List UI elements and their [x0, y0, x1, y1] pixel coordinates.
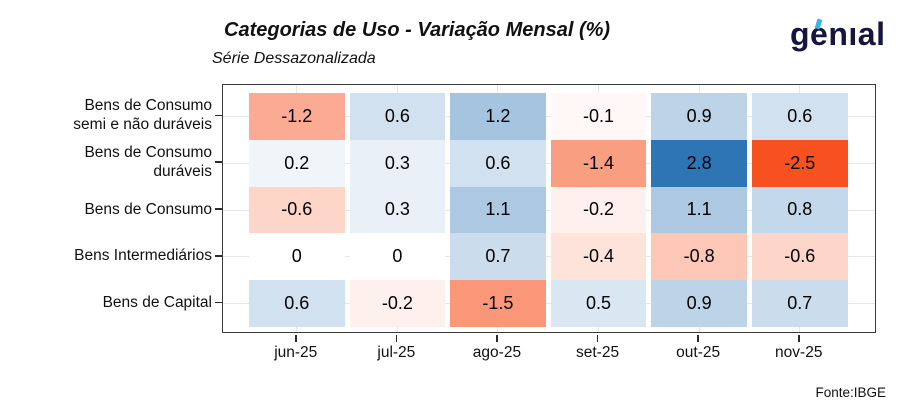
heatmap-cell: -0.6: [752, 233, 848, 281]
heatmap-cell: 1.2: [450, 93, 546, 140]
y-axis-tick: [215, 301, 222, 304]
gridline: [223, 162, 875, 164]
x-axis-tick: [295, 334, 297, 342]
heatmap-cell: -0.2: [550, 186, 647, 234]
x-axis-tick: [395, 334, 398, 342]
heatmap-cell: -0.1: [550, 93, 647, 140]
x-axis-tick: [596, 334, 599, 342]
heatmap-cell: 1.1: [450, 186, 546, 234]
col-label: ago-25: [472, 344, 522, 361]
heatmap-cell: 0.6: [349, 93, 446, 140]
chart-title: Categorias de Uso - Variação Mensal (%): [224, 19, 611, 41]
heatmap-cell: 0.3: [349, 139, 446, 187]
gridline: [223, 115, 875, 117]
heatmap-cell: 2.8: [651, 139, 747, 187]
heatmap-cell: 0: [349, 233, 446, 281]
heatmap-cell: -2.5: [752, 139, 848, 187]
row-label: Bens de Consumo semi e não duráveis: [73, 97, 212, 134]
row-label: Bens de Capital: [102, 294, 212, 312]
heatmap-cell: -1.4: [550, 139, 647, 187]
col-label: jul-25: [377, 344, 416, 361]
heatmap-cell: 0.6: [752, 93, 848, 140]
gridline: [223, 303, 875, 305]
heatmap-cell: -0.8: [651, 233, 747, 281]
genial-logo: genıal: [790, 16, 885, 52]
y-axis-tick: [215, 255, 222, 257]
heatmap-cell: 0.6: [249, 280, 345, 327]
col-label: set-25: [576, 344, 620, 361]
x-axis-tick: [496, 334, 498, 342]
gridline: [223, 209, 875, 211]
y-axis-tick: [215, 114, 222, 117]
col-label: out-25: [676, 344, 721, 361]
source-note: Fonte:IBGE: [815, 385, 886, 400]
heatmap-cell: 0.3: [349, 186, 446, 234]
heatmap-cell: 1.1: [651, 186, 747, 234]
heatmap-cell: 0.7: [752, 280, 848, 327]
col-label: nov-25: [775, 344, 823, 361]
heatmap-cell: -0.2: [349, 280, 446, 327]
chart-subtitle: Série Dessazonalizada: [212, 50, 376, 67]
heatmap-cell: -0.4: [550, 233, 647, 281]
heatmap-panel: -1.2 0.6 1.2 -0.1 0.9 0.6 0.2 0.3 0.6 -1.4 2.8 -2.5…: [222, 84, 876, 333]
y-axis-tick: [215, 161, 222, 163]
heatmap-cell: 0.8: [752, 186, 848, 234]
x-axis-tick: [798, 334, 800, 342]
heatmap-cell: -1.5: [450, 280, 546, 327]
heatmap-cell: -0.6: [249, 186, 345, 234]
row-label: Bens de Consumo: [84, 200, 212, 218]
x-axis-tick: [697, 334, 699, 342]
gridline: [223, 256, 875, 258]
heatmap-cell: 0.9: [651, 93, 747, 140]
y-axis-tick: [215, 208, 222, 210]
row-label: Bens de Consumo duráveis: [84, 144, 212, 181]
heatmap-cell: -1.2: [249, 93, 345, 140]
logo-text: genıal: [790, 16, 886, 52]
heatmap-cell: 0.5: [550, 280, 647, 327]
heatmap-cell: 0.6: [450, 139, 546, 187]
heatmap-cell: 0.9: [651, 280, 747, 327]
heatmap-cell: 0: [249, 233, 345, 281]
heatmap-cell: 0.2: [249, 139, 345, 187]
heatmap-cell: 0.7: [450, 233, 546, 281]
col-label: jun-25: [274, 344, 318, 361]
row-label: Bens Intermediários: [74, 247, 212, 265]
